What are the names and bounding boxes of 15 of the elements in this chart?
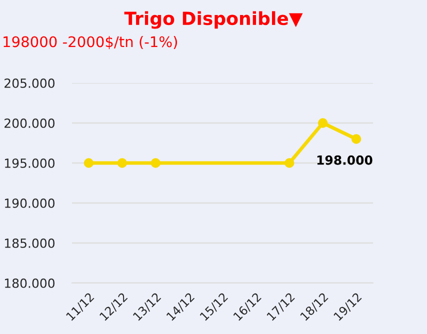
point [117,158,128,168]
point [150,158,160,168]
point [284,158,294,168]
y-tick-label: 200.000 [4,118,55,128]
chart-title: Trigo Disponible▼ [124,11,303,29]
point [84,158,94,168]
y-tick-label: 205.000 [4,78,55,88]
point [351,134,362,144]
y-tick-label: 195.000 [5,158,55,168]
y-tick-label: 190.000 [5,198,55,208]
point [318,118,328,128]
y-tick-label: 185.000 [5,238,55,248]
chart-subtitle: 198000 -2000$/tn (-1%) [4,36,177,50]
y-tick-label: 180.000 [5,278,55,288]
data-label: 198.000 [317,155,372,165]
